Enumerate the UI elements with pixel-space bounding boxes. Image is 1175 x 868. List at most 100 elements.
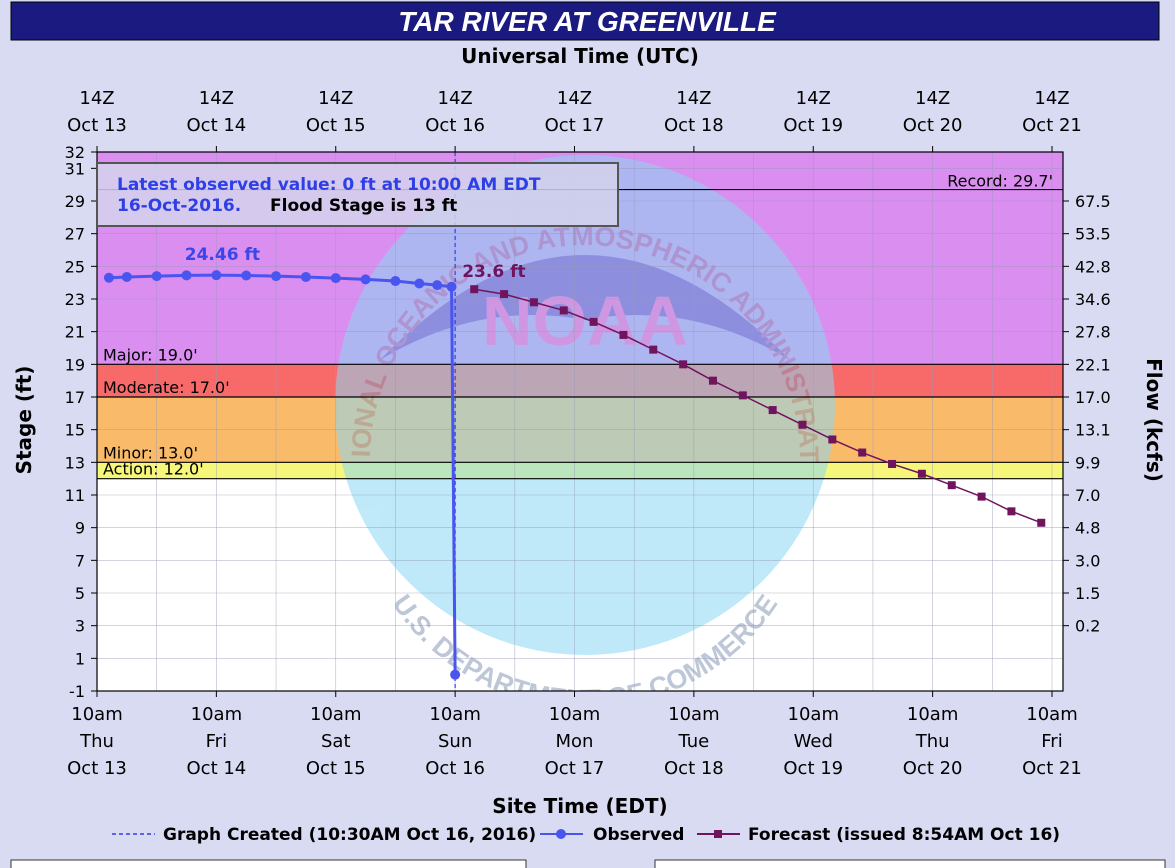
observed-point — [450, 669, 461, 680]
utc-tick-date: Oct 20 — [903, 115, 963, 136]
forecast-point — [738, 391, 747, 400]
forecast-point — [858, 448, 867, 457]
x-tick-time: 10am — [429, 704, 480, 725]
observed-point — [151, 271, 162, 282]
y-tick-label: 13 — [65, 453, 85, 472]
threshold-label-minor: Minor: 13.0' — [103, 443, 198, 462]
x-tick-time: 10am — [1026, 704, 1077, 725]
observed-point — [414, 278, 425, 289]
legend-forecast-marker — [714, 830, 722, 838]
observed-point — [121, 271, 132, 282]
info-box: Latest observed value: 0 ft at 10:00 AM … — [96, 162, 619, 227]
utc-tick-time: 14Z — [318, 88, 353, 109]
flow-tick-label: 13.1 — [1075, 421, 1111, 440]
y-tick-label: 25 — [65, 257, 85, 276]
x-tick-date: Oct 14 — [187, 758, 247, 779]
flow-tick-label: 17.0 — [1075, 388, 1111, 407]
utc-tick-date: Oct 16 — [425, 115, 485, 136]
forecast-line — [474, 288, 1042, 524]
y-tick-label: 23 — [65, 290, 85, 309]
forecast-point — [708, 376, 717, 385]
x-tick-date: Oct 15 — [306, 758, 366, 779]
utc-tick-time: 14Z — [199, 88, 234, 109]
watermark-circle — [335, 155, 835, 655]
forecast-point — [470, 285, 479, 294]
y-tick-label: -1 — [69, 682, 85, 701]
y-tick-label: 29 — [65, 192, 85, 211]
observed-point — [360, 274, 371, 285]
utc-tick-date: Oct 18 — [664, 115, 724, 136]
legend-observed-label: Observed — [593, 825, 684, 845]
x-tick-day: Sat — [321, 731, 351, 752]
header-bar — [10, 1, 1160, 41]
watermark-gull — [380, 255, 790, 360]
x-tick-time: 10am — [668, 704, 719, 725]
flow-tick-label: 0.2 — [1075, 617, 1100, 636]
utc-tick-date: Oct 21 — [1022, 115, 1082, 136]
x-tick-day: Mon — [556, 731, 594, 752]
observed-point — [330, 273, 341, 284]
flow-tick-label: 27.8 — [1075, 323, 1111, 342]
forecast-point — [977, 492, 986, 501]
info-date: 16-Oct-2016. — [117, 196, 241, 216]
legend-observed-marker — [556, 829, 566, 839]
x-tick-date: Oct 19 — [783, 758, 843, 779]
utc-tick-date: Oct 15 — [306, 115, 366, 136]
observed-point — [390, 276, 401, 287]
x-tick-time: 10am — [310, 704, 361, 725]
chart-title: TAR RIVER AT GREENVILLE — [398, 6, 777, 37]
legend-forecast-label: Forecast (issued 8:54AM Oct 16) — [748, 825, 1060, 845]
flow-tick-label: 34.6 — [1075, 290, 1111, 309]
utc-tick-time: 14Z — [915, 88, 950, 109]
x-tick-time: 10am — [549, 704, 600, 725]
plot-border — [96, 151, 1064, 692]
forecast-point — [768, 406, 777, 415]
y-tick-label: 32 — [65, 143, 85, 162]
flow-tick-label: 67.5 — [1075, 192, 1111, 211]
observed-point — [300, 271, 311, 282]
flow-tick-label: 22.1 — [1075, 355, 1111, 374]
x-tick-day: Sun — [438, 731, 472, 752]
forecast-point — [649, 345, 658, 354]
bottom-panel-left — [10, 859, 527, 868]
utc-tick-date: Oct 13 — [67, 115, 127, 136]
x-tick-day: Thu — [915, 731, 950, 752]
flow-tick-label: 42.8 — [1075, 257, 1111, 276]
utc-tick-time: 14Z — [557, 88, 592, 109]
flow-tick-label: 4.8 — [1075, 519, 1100, 538]
observed-point — [103, 272, 114, 283]
y-tick-label: 7 — [75, 551, 85, 570]
threshold-lines: Record: 29.7' Major: 19.0' Moderate: 17.0'… — [97, 172, 1063, 480]
y-tick-label: 19 — [65, 355, 85, 374]
utc-tick-time: 14Z — [796, 88, 831, 109]
threshold-label-action: Action: 12.0' — [103, 460, 204, 479]
legend: Graph Created (10:30AM Oct 16, 2016) Obs… — [112, 825, 1060, 845]
observed-point — [241, 270, 252, 281]
x-tick-time: 10am — [788, 704, 839, 725]
forecast-first-label: 23.6 ft — [462, 262, 525, 282]
utc-tick-date: Oct 19 — [783, 115, 843, 136]
x-tick-date: Oct 16 — [425, 758, 485, 779]
y-tick-label: 1 — [75, 649, 85, 668]
forecast-point — [1007, 507, 1016, 516]
forecast-point — [589, 317, 598, 326]
forecast-point — [798, 420, 807, 429]
y-tick-label: 31 — [65, 159, 85, 178]
forecast-point — [559, 306, 568, 315]
flow-tick-label: 53.5 — [1075, 225, 1111, 244]
info-flood-stage: Flood Stage is 13 ft — [270, 196, 457, 216]
left-axis-title: Stage (ft) — [12, 366, 36, 475]
x-tick-time: 10am — [71, 704, 122, 725]
y-tick-label: 27 — [65, 225, 85, 244]
forecast-point — [679, 360, 688, 369]
observed-point — [211, 270, 222, 281]
utc-tick-date: Oct 14 — [187, 115, 247, 136]
forecast-point — [947, 481, 956, 490]
y-tick-label: 15 — [65, 421, 85, 440]
info-box-frame — [96, 162, 619, 227]
series-layer: 24.46 ft 23.6 ft — [103, 152, 1046, 691]
threshold-label-major: Major: 19.0' — [103, 345, 198, 364]
axes: -11357911131517192123252729313267.553.54… — [65, 88, 1111, 779]
x-tick-date: Oct 21 — [1022, 758, 1082, 779]
